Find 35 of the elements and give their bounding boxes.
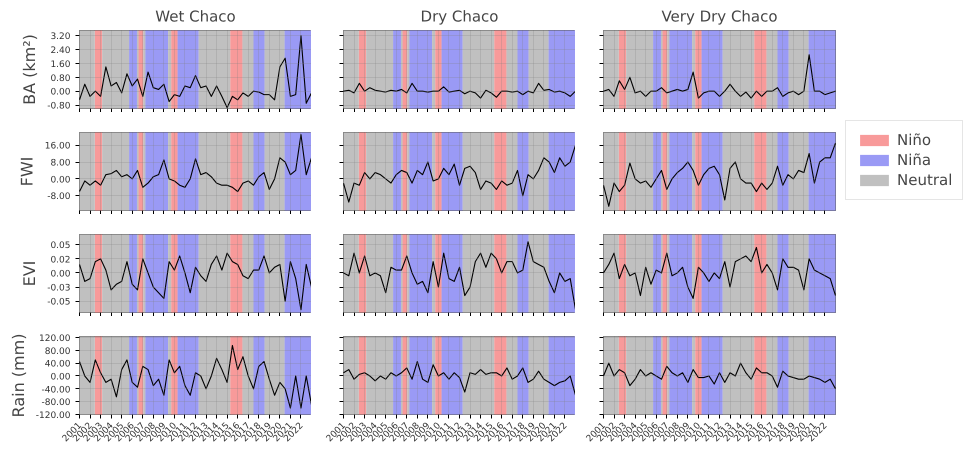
legend-label: Niña — [897, 151, 932, 169]
y-tick-label: -120.00 — [36, 411, 71, 421]
legend-label: Niño — [897, 131, 932, 149]
y-tick-label: 0.00 — [50, 175, 71, 186]
y-tick-label: -0.05 — [47, 298, 71, 308]
y-tick-label: 40.00 — [44, 360, 71, 370]
y-tick-label: -8.00 — [47, 192, 71, 202]
y-tick-label: 120.00 — [39, 334, 71, 344]
y-tick-label: -0.03 — [47, 284, 71, 294]
y-tick-label: -40.00 — [41, 385, 71, 396]
legend-label: Neutral — [897, 171, 952, 189]
y-axis-title: BA (km²) — [20, 34, 40, 105]
y-tick-label: 0.00 — [50, 269, 71, 280]
y-tick-label: 0.05 — [50, 241, 71, 252]
chart-title: Wet Chaco — [155, 8, 236, 26]
y-tick-label: 0.80 — [50, 74, 71, 84]
y-tick-label: 80.00 — [44, 346, 71, 357]
y-axis-title: FWI — [18, 156, 37, 186]
chart-title: Very Dry Chaco — [661, 8, 778, 26]
y-tick-label: 16.00 — [44, 142, 71, 152]
y-tick-label: 8.00 — [50, 158, 71, 169]
y-tick-label: 2.40 — [50, 46, 71, 56]
y-tick-label: 0.00 — [50, 372, 71, 382]
y-axis-title: EVI — [20, 260, 40, 286]
y-tick-label: 3.20 — [50, 32, 71, 42]
y-tick-label: -80.00 — [41, 398, 71, 408]
line-series — [80, 134, 311, 192]
y-tick-label: -0.80 — [47, 102, 71, 112]
y-tick-label: 0.00 — [50, 88, 71, 98]
y-tick-label: 1.60 — [50, 60, 71, 70]
chart-title: Dry Chaco — [420, 8, 498, 26]
y-tick-label: 0.02 — [50, 255, 71, 266]
y-axis-title: Rain (mm) — [8, 334, 28, 418]
line-series — [80, 252, 311, 310]
line-series — [80, 35, 311, 108]
